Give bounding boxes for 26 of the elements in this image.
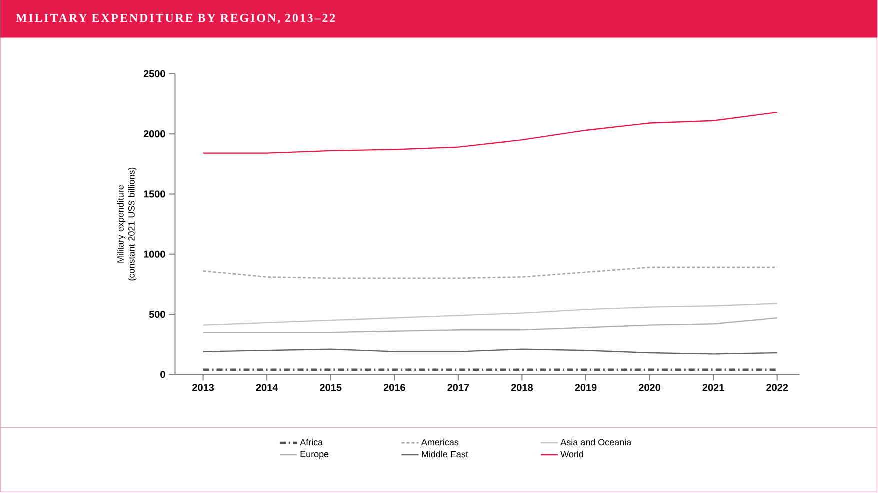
legend-label: Middle East bbox=[422, 451, 468, 458]
legend-label: World bbox=[560, 451, 584, 458]
x-tick-label: 2016 bbox=[384, 384, 406, 392]
x-tick-label: 2017 bbox=[448, 384, 470, 392]
y-tick-label: 1500 bbox=[144, 190, 166, 198]
legend-label: Europe bbox=[300, 451, 329, 460]
x-tick-label: 2015 bbox=[320, 384, 342, 392]
line-series bbox=[202, 112, 778, 154]
y-tick-label: 0 bbox=[160, 371, 166, 378]
x-tick-label: 2014 bbox=[256, 384, 278, 392]
x-tick-label: 2018 bbox=[511, 384, 534, 392]
chart-title: MILITARY EXPENDITURE BY REGION, 2013–22 bbox=[16, 14, 336, 24]
y-tick-label: 500 bbox=[149, 311, 166, 318]
x-tick-label: 2013 bbox=[192, 384, 214, 392]
legend-label: Asia and Oceania bbox=[560, 439, 632, 446]
x-tick-label: 2021 bbox=[702, 384, 724, 392]
x-tick-label: 2020 bbox=[639, 384, 660, 392]
y-axis-title: Military expenditure (constant 2021 US$ billions) bbox=[117, 168, 137, 281]
y-tick-label: 2000 bbox=[144, 130, 166, 138]
y-tick-label: 1000 bbox=[144, 251, 166, 258]
y-tick-label: 2500 bbox=[144, 70, 166, 78]
line-series bbox=[202, 303, 778, 326]
legend-label: Americas bbox=[421, 439, 459, 446]
x-tick-label: 2022 bbox=[766, 384, 788, 392]
x-tick-label: 2019 bbox=[575, 384, 597, 392]
legend-label: Africa bbox=[300, 439, 324, 446]
